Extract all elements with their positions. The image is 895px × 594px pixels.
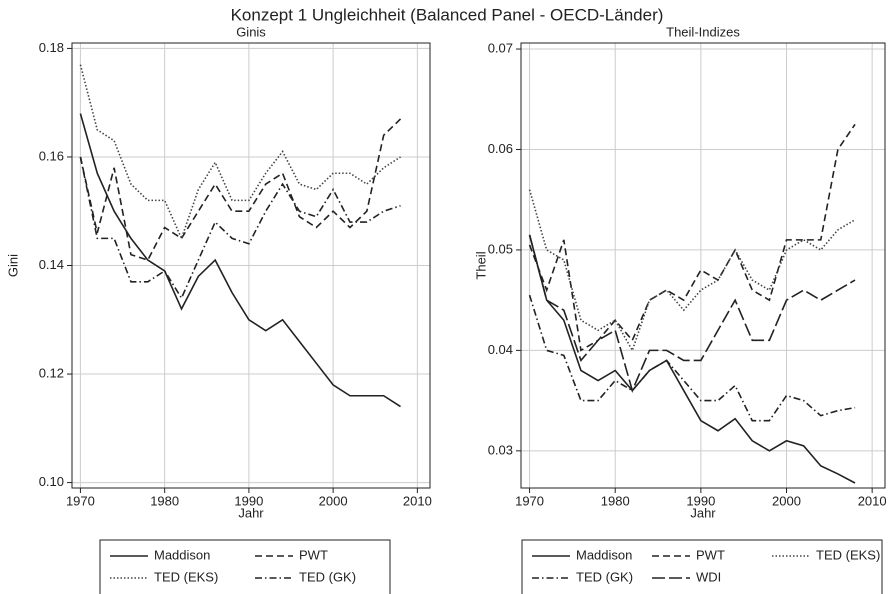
y-tick-label: 0.18	[39, 40, 64, 55]
x-axis-label: Jahr	[690, 505, 716, 520]
y-tick-label: 0.05	[488, 241, 513, 256]
series-line	[528, 234, 856, 484]
y-tick-label: 0.16	[39, 148, 64, 163]
legend-label: Maddison	[154, 547, 210, 562]
x-axis-label: Jahr	[238, 505, 264, 520]
series-line	[528, 234, 856, 393]
y-tick-label: 0.04	[488, 342, 513, 357]
y-tick-label: 0.12	[39, 365, 64, 380]
y-tick-label: 0.06	[488, 141, 513, 156]
panel-title: Theil-Indizes	[666, 24, 740, 39]
x-tick-label: 2000	[772, 493, 801, 508]
legend-label: TED (GK)	[299, 569, 356, 584]
legend-box	[521, 539, 883, 594]
y-tick-label: 0.10	[39, 474, 64, 489]
y-axis-label: Theil	[473, 251, 488, 279]
x-tick-label: 1980	[601, 493, 630, 508]
plot-area	[520, 42, 886, 489]
legend-label: PWT	[696, 547, 725, 562]
series-line	[79, 64, 401, 241]
x-tick-label: 2000	[319, 493, 348, 508]
legend-box	[99, 539, 391, 594]
series-line	[528, 189, 856, 353]
series-line	[79, 156, 401, 300]
series-line	[79, 113, 401, 408]
x-tick-label: 1990	[686, 493, 715, 508]
legend-label: TED (EKS)	[154, 569, 218, 584]
figure-title: Konzept 1 Ungleichheit (Balanced Panel -…	[231, 5, 664, 24]
legend-label: WDI	[696, 569, 721, 584]
legend-label: Maddison	[576, 547, 632, 562]
y-tick-label: 0.07	[488, 40, 513, 55]
series-line	[79, 118, 402, 262]
x-tick-label: 2010	[403, 493, 432, 508]
x-tick-label: 1980	[150, 493, 179, 508]
series-line	[528, 294, 856, 422]
x-tick-label: 1990	[234, 493, 263, 508]
y-tick-label: 0.14	[39, 257, 64, 272]
y-tick-label: 0.03	[488, 442, 513, 457]
legend-label: TED (GK)	[576, 569, 633, 584]
plot-border	[520, 42, 886, 489]
y-axis-label: Gini	[5, 254, 20, 277]
legend-label: TED (EKS)	[816, 547, 880, 562]
x-tick-label: 1970	[66, 493, 95, 508]
series-line	[528, 123, 856, 352]
plot-border	[71, 42, 431, 489]
panel-title: Ginis	[236, 24, 266, 39]
x-tick-label: 2010	[858, 493, 887, 508]
legend-label: PWT	[299, 547, 328, 562]
x-tick-label: 1970	[515, 493, 544, 508]
